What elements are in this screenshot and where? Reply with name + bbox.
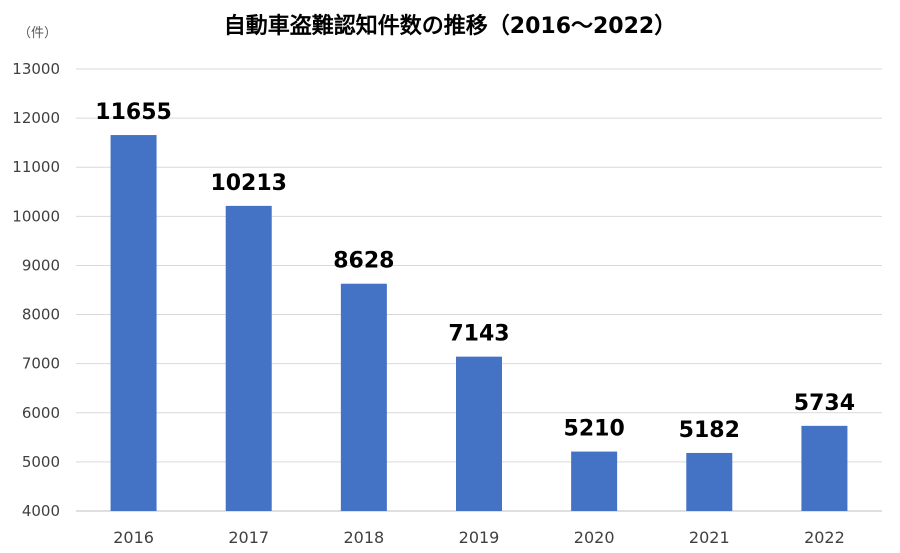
bar bbox=[686, 452, 733, 511]
y-tick-label: 6000 bbox=[22, 404, 60, 422]
x-tick-label: 2021 bbox=[689, 528, 730, 547]
bar bbox=[456, 356, 502, 511]
y-tick-label: 5000 bbox=[22, 453, 60, 471]
bar bbox=[225, 205, 272, 511]
y-tick-label: 11000 bbox=[12, 158, 60, 176]
data-labels: 11655 10213 8628 7143 5210 5182 5734 bbox=[95, 100, 855, 443]
y-tick-label: 4000 bbox=[22, 502, 60, 520]
y-axis-unit-label: （件） bbox=[18, 26, 58, 41]
y-tick-label: 10000 bbox=[12, 207, 60, 225]
x-tick-label: 2017 bbox=[228, 528, 269, 547]
bar bbox=[110, 135, 157, 511]
bars bbox=[110, 135, 848, 511]
y-tick-label: 12000 bbox=[12, 109, 60, 127]
y-axis-ticks: 4000 5000 6000 7000 8000 9000 10000 11000 12000 1… bbox=[12, 60, 60, 520]
x-tick-label: 2016 bbox=[113, 528, 154, 547]
y-tick-label: 8000 bbox=[22, 306, 60, 324]
data-label: 10213 bbox=[210, 171, 287, 196]
y-tick-label: 13000 bbox=[12, 60, 60, 78]
data-label: 5210 bbox=[564, 417, 625, 442]
x-tick-label: 2019 bbox=[459, 528, 500, 547]
y-tick-label: 7000 bbox=[22, 355, 60, 373]
bar bbox=[801, 425, 848, 511]
data-label: 5734 bbox=[794, 391, 855, 416]
data-label: 8628 bbox=[333, 249, 394, 274]
y-tick-label: 9000 bbox=[22, 256, 60, 274]
bar bbox=[571, 451, 618, 511]
x-tick-label: 2018 bbox=[343, 528, 384, 547]
data-label: 11655 bbox=[95, 100, 172, 125]
data-label: 7143 bbox=[448, 322, 509, 347]
x-axis-ticks: 2016 2017 2018 2019 2020 2021 2022 bbox=[113, 528, 845, 547]
data-label: 5182 bbox=[679, 418, 740, 443]
x-tick-label: 2022 bbox=[804, 528, 845, 547]
bar bbox=[340, 283, 387, 511]
x-tick-label: 2020 bbox=[574, 528, 615, 547]
chart-title: 自動車盗難認知件数の推移（2016〜2022） bbox=[223, 14, 677, 39]
